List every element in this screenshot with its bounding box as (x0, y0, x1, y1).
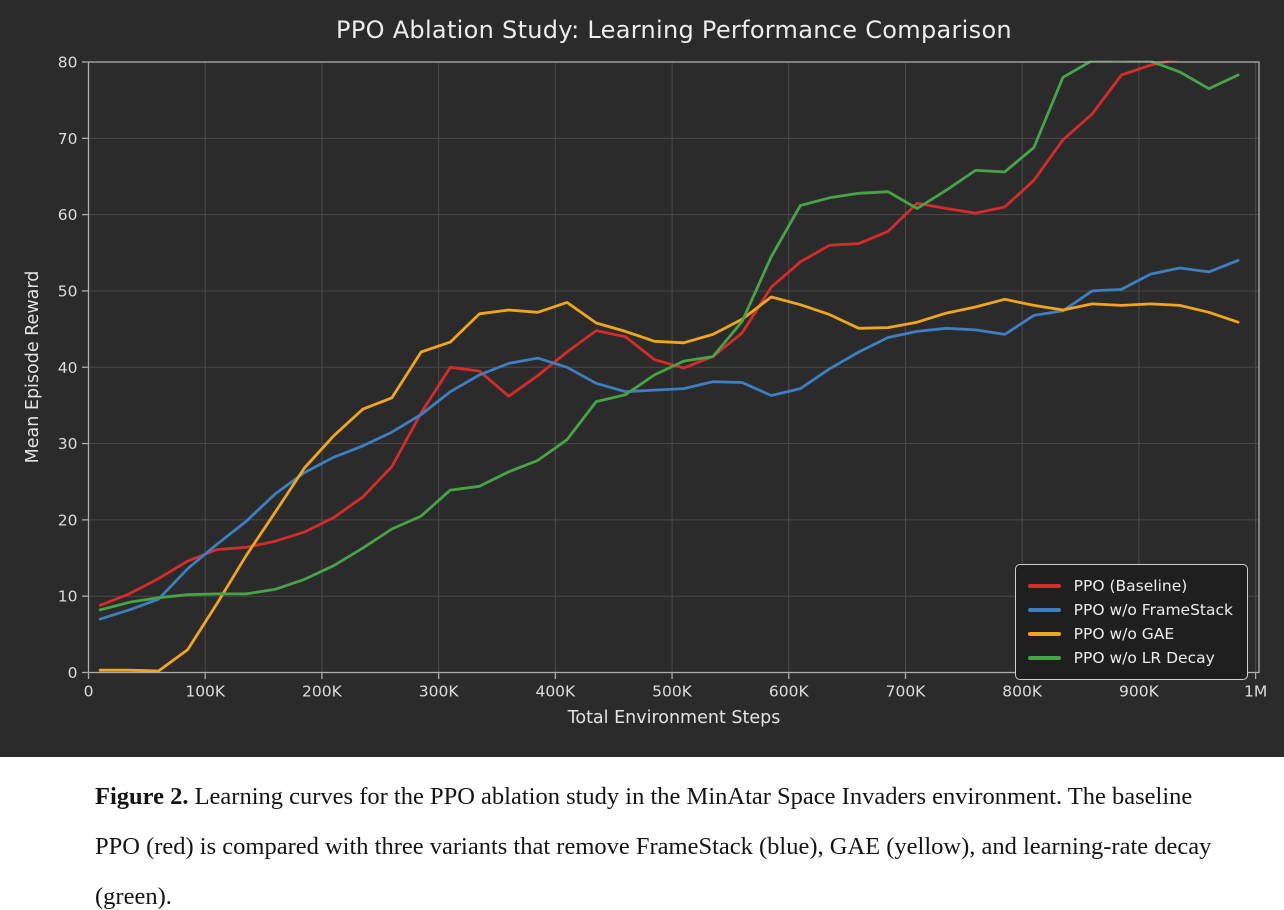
x-tick-label: 200K (302, 683, 343, 701)
legend-item-label: PPO w/o LR Decay (1073, 649, 1215, 667)
figure-caption-text: Learning curves for the PPO ablation stu… (95, 783, 1212, 910)
y-tick-label: 60 (58, 206, 78, 224)
figure-caption: Figure 2. Learning curves for the PPO ab… (95, 772, 1220, 910)
legend-item: PPO (Baseline) (1027, 574, 1233, 598)
x-tick-label: 900K (1119, 683, 1160, 701)
legend-item: PPO w/o LR Decay (1027, 646, 1233, 670)
y-tick-label: 20 (58, 511, 78, 529)
legend-swatch (1027, 632, 1061, 636)
x-axis-label: Total Environment Steps (567, 708, 781, 728)
legend: PPO (Baseline) PPO w/o FrameStack PPO w/o … (1014, 564, 1248, 680)
x-tick-label: 0 (84, 683, 94, 701)
x-tick-label: 400K (535, 683, 576, 701)
plot-svg: 0 100K 200K 300K 400K 500K 600K 700K 800K 900K 1M 0… (0, 0, 1284, 757)
legend-item-label: PPO (Baseline) (1073, 577, 1188, 595)
legend-swatch (1027, 656, 1061, 660)
y-tick-label: 70 (58, 130, 78, 148)
series-line-0 (98, 60, 1179, 607)
x-tick-label: 500K (652, 683, 693, 701)
x-tick-label: 800K (1002, 683, 1043, 701)
x-tick-label: 100K (185, 683, 226, 701)
series-line-3 (98, 60, 1240, 612)
legend-swatch (1027, 608, 1061, 612)
legend-item: PPO w/o GAE (1027, 622, 1233, 646)
legend-item-label: PPO w/o FrameStack (1073, 601, 1233, 619)
y-tick-label: 40 (58, 359, 78, 377)
y-tick-label: 10 (58, 588, 78, 606)
chart-figure: 0 100K 200K 300K 400K 500K 600K 700K 800K 900K 1M 0… (0, 0, 1284, 757)
series-line-1 (98, 258, 1240, 621)
y-axis-label: Mean Episode Reward (23, 270, 43, 464)
y-tick-label: 50 (58, 282, 78, 300)
series-line-2 (98, 295, 1240, 673)
y-tick-label: 80 (58, 54, 78, 72)
axes-spines (87, 61, 1260, 674)
chart-title: PPO Ablation Study: Learning Performance… (336, 16, 1012, 44)
x-tick-label: 300K (419, 683, 460, 701)
x-tick-label: 600K (769, 683, 810, 701)
x-tick-label: 1M (1244, 683, 1267, 701)
legend-swatch (1027, 584, 1061, 588)
x-tick-label: 700K (886, 683, 927, 701)
figure-caption-label: Figure 2. (95, 783, 189, 810)
legend-item: PPO w/o FrameStack (1027, 598, 1233, 622)
y-tick-label: 0 (68, 664, 78, 682)
y-tick-label: 30 (58, 435, 78, 453)
legend-item-label: PPO w/o GAE (1073, 625, 1175, 643)
